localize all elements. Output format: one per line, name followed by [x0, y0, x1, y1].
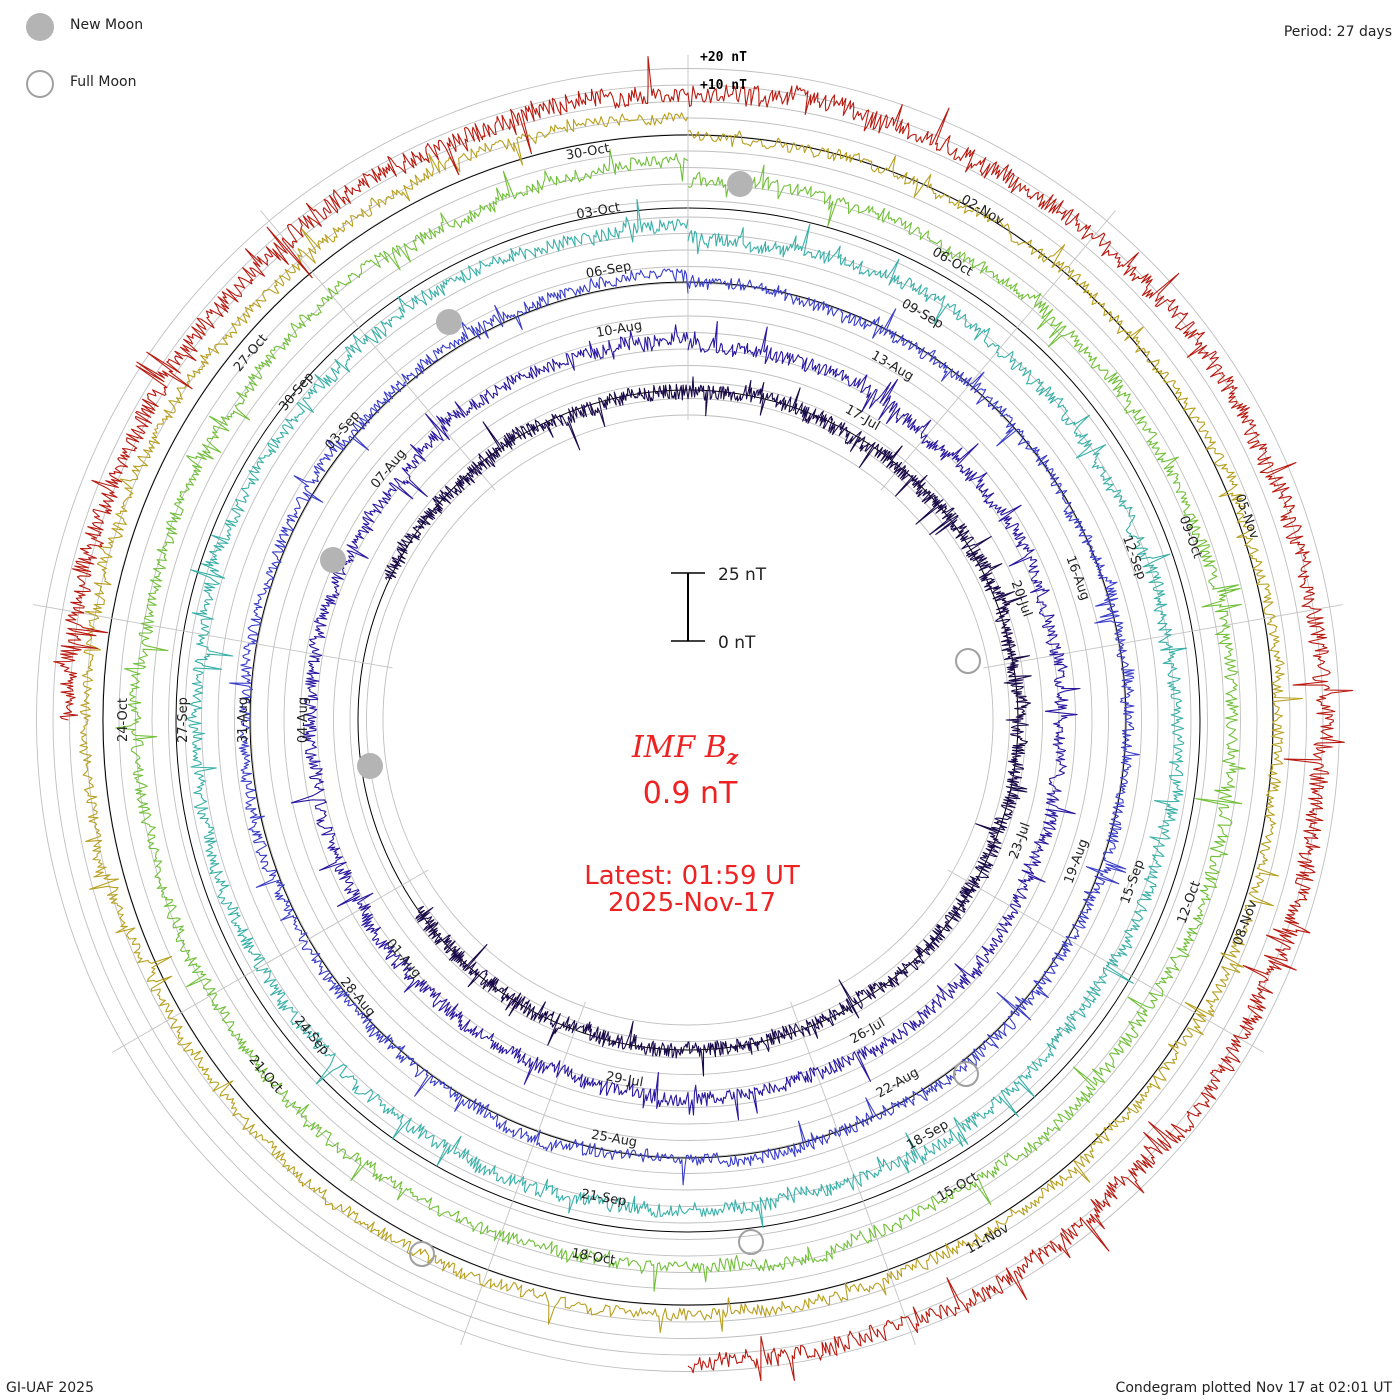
- date-label: 08-Nov: [1231, 898, 1261, 947]
- date-label: 09-Sep: [899, 296, 946, 332]
- date-label: 11-Nov: [964, 1221, 1012, 1257]
- plotted-label: Condegram plotted Nov 17 at 02:01 UT: [1115, 1380, 1392, 1396]
- day-spoke: [790, 1001, 916, 1346]
- bz-trace-rotation: [53, 55, 1354, 1382]
- full-moon-icon: [26, 70, 54, 98]
- date-label: 18-Sep: [904, 1117, 951, 1153]
- new-moon-marker: [436, 309, 462, 335]
- full-moon-marker: [955, 648, 981, 674]
- date-label: 15-Oct: [935, 1170, 981, 1205]
- full-moon-marker: [953, 1061, 979, 1087]
- date-label: 27-Sep: [176, 697, 191, 743]
- center-title-sub: z: [726, 745, 739, 769]
- grid-ring: [300, 332, 1076, 1108]
- date-label: 21-Sep: [580, 1187, 628, 1210]
- grid-ring: [267, 299, 1109, 1141]
- bz-trace-rotation: [79, 112, 1304, 1334]
- date-label: 17-Jul: [842, 402, 882, 434]
- date-label: 18-Oct: [570, 1246, 616, 1268]
- center-title-main: IMF B: [631, 730, 727, 765]
- date-label: 15-Sep: [1118, 858, 1148, 906]
- date-label: 23-Jul: [1007, 821, 1034, 862]
- bz-trace-rotation: [229, 268, 1140, 1186]
- latest-date: 2025-Nov-17: [608, 888, 776, 918]
- latest-time: Latest: 01:59 UT: [584, 861, 800, 891]
- credit-label: GI-UAF 2025: [6, 1380, 94, 1396]
- center-readout: IMF Bz 0.9 nT Latest: 01:59 UT 2025-Nov-…: [584, 730, 800, 918]
- scale-bottom-label: 0 nT: [718, 633, 756, 653]
- date-label: 13-Aug: [868, 348, 916, 384]
- day-spokes: [33, 55, 1343, 1346]
- full-moon-label: Full Moon: [70, 74, 137, 90]
- bz-traces: [53, 55, 1354, 1382]
- day-spoke: [947, 869, 1265, 1053]
- scale-bar: 25 nT 0 nT: [671, 565, 767, 653]
- day-spoke: [111, 869, 429, 1053]
- ref-label-plus10: +10 nT: [700, 78, 747, 93]
- grid-ring: [382, 414, 994, 1026]
- grid-ring: [333, 365, 1043, 1075]
- day-spoke: [460, 1001, 586, 1346]
- date-label: 10-Aug: [595, 318, 643, 341]
- date-label: 29-Jul: [605, 1069, 645, 1090]
- ref-label-plus20: +20 nT: [700, 50, 747, 65]
- new-moon-icon: [26, 13, 54, 41]
- date-label: 03-Oct: [575, 200, 621, 222]
- full-moon-marker: [409, 1241, 435, 1267]
- new-moon-marker: [727, 171, 753, 197]
- date-label: 22-Aug: [874, 1065, 922, 1101]
- bz-trace-rotation: [384, 376, 1032, 1077]
- date-label: 31-Aug: [236, 697, 251, 743]
- bz-trace-rotation: [186, 198, 1188, 1229]
- day-spoke: [983, 604, 1343, 669]
- date-label: 12-Sep: [1119, 534, 1149, 582]
- new-moon-label: New Moon: [70, 17, 144, 33]
- grid-ring: [316, 348, 1060, 1092]
- date-label: 16-Aug: [1063, 554, 1093, 603]
- center-title: IMF Bz: [631, 730, 739, 769]
- bz-trace-rotation: [115, 148, 1246, 1292]
- new-moon-marker: [357, 753, 383, 779]
- day-spoke: [260, 210, 496, 491]
- date-label: 04-Aug: [296, 697, 311, 743]
- date-label: 01-Aug: [383, 936, 424, 981]
- current-value: 0.9 nT: [643, 776, 738, 811]
- period-label: Period: 27 days: [1283, 24, 1392, 40]
- date-label: 20-Jul: [1008, 579, 1035, 620]
- day-spoke: [33, 604, 393, 669]
- day-spoke: [880, 210, 1116, 491]
- bz-trace-rotation: [290, 321, 1081, 1121]
- new-moon-marker: [320, 547, 346, 573]
- date-label: 06-Oct: [929, 245, 975, 280]
- date-label: 24-Oct: [116, 698, 131, 742]
- grid-ring: [366, 398, 1010, 1042]
- grid-ring: [283, 315, 1093, 1125]
- date-label: 21-Oct: [246, 1053, 286, 1096]
- moon-markers: [320, 171, 981, 1267]
- full-moon-marker: [738, 1229, 764, 1255]
- scale-top-label: 25 nT: [718, 565, 767, 585]
- date-label: 27-Oct: [231, 332, 271, 375]
